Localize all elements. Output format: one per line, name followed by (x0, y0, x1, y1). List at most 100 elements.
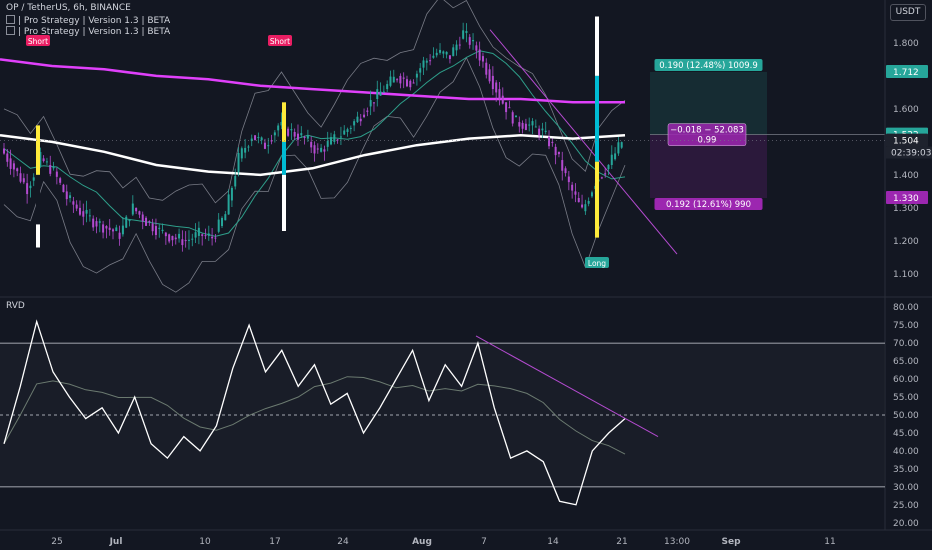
candle-body (72, 201, 75, 205)
indicator-label-2[interactable]: | Pro Strategy | Version 1.3 | BETA (6, 26, 170, 37)
candle-body (452, 47, 455, 57)
candle-body (432, 55, 435, 58)
candle-body (207, 233, 210, 236)
candle-body (204, 235, 207, 237)
candle-body (168, 234, 171, 242)
rvd-tick-label: 35.00 (893, 465, 919, 475)
signal-bar (282, 198, 286, 231)
candle-body (12, 163, 15, 170)
long-signal-label-bg (585, 257, 609, 268)
candle-body (320, 147, 323, 152)
candle-body (531, 121, 534, 126)
indicator-label-1[interactable]: | Pro Strategy | Version 1.3 | BETA (6, 15, 170, 26)
candle-body (425, 60, 428, 63)
candle-body (158, 227, 161, 229)
short-signal-label-bg (26, 35, 50, 46)
rvd-tick-label: 80.00 (893, 303, 919, 313)
candle-body (429, 60, 432, 62)
candle-body (125, 216, 128, 228)
candle-body (247, 146, 250, 148)
white-moving-average (0, 134, 626, 177)
candle-body (561, 160, 564, 171)
candle-body (92, 218, 95, 228)
candle-body (260, 137, 263, 141)
candle-body (6, 153, 9, 162)
candle-body (610, 154, 613, 165)
candle-body (389, 76, 392, 86)
price-tick-label: 1.800 (893, 39, 919, 49)
candle-body (214, 237, 217, 239)
candle-body (498, 89, 501, 100)
signal-bar (36, 224, 40, 248)
candle-body (138, 211, 141, 215)
candle-body (191, 238, 194, 240)
short-signal-label: Short (28, 37, 48, 46)
candle-body (263, 142, 266, 149)
rvd-tick-label: 40.00 (893, 447, 919, 457)
candle-body (78, 207, 81, 215)
candle-body (366, 110, 369, 112)
countdown-marker (886, 146, 932, 159)
price-tick-label: 1.100 (893, 270, 919, 280)
rvd-tick-label: 75.00 (893, 321, 919, 331)
candle-body (590, 192, 593, 197)
time-tick-label: 21 (616, 537, 627, 547)
candle-body (372, 102, 375, 104)
candle-body (115, 227, 118, 231)
currency-button[interactable]: USDT (890, 4, 926, 21)
time-tick-label: Jul (109, 537, 123, 547)
candle-body (141, 214, 144, 222)
candle-body (108, 227, 111, 230)
candle-body (300, 133, 303, 136)
target-label: 0.190 (12.48%) 1009.9 (659, 61, 758, 71)
long-signal-label: Long (588, 259, 606, 268)
candle-body (95, 221, 98, 227)
candle-body (171, 235, 174, 241)
candle-body (577, 198, 580, 203)
rvd-signal-line (3, 376, 626, 455)
candle-body (574, 191, 577, 195)
candle-body (254, 135, 257, 141)
candle-body (154, 226, 157, 236)
time-tick-label: 25 (51, 537, 62, 547)
mid-label-2: 0.99 (698, 136, 717, 146)
candle-body (511, 112, 514, 124)
signal-bar (282, 141, 286, 175)
rvd-title: RVD (6, 301, 25, 311)
candle-body (29, 185, 32, 189)
candle-body (468, 37, 471, 45)
rvd-tick-label: 25.00 (893, 501, 919, 511)
signal-bar (36, 174, 40, 225)
signal-bar (282, 102, 286, 142)
candle-body (287, 128, 290, 136)
candle-body (548, 136, 551, 147)
price-marker-label: 1.504 (893, 137, 919, 147)
candle-body (448, 55, 451, 59)
candle-body (551, 141, 554, 143)
candle-body (333, 134, 336, 142)
candle-body (197, 227, 200, 236)
candle-body (164, 232, 167, 237)
candle-body (128, 220, 131, 222)
stop-label-bg (654, 198, 763, 210)
candle-body (581, 204, 584, 208)
candle-body (323, 149, 326, 152)
candle-body (472, 40, 475, 42)
price-tick-label: 1.400 (893, 171, 919, 181)
candle-body (181, 239, 184, 246)
candle-body (620, 142, 623, 148)
candle-body (234, 175, 237, 187)
candle-body (386, 84, 389, 90)
candle-body (121, 225, 124, 235)
candle-body (465, 30, 468, 33)
candle-body (293, 132, 296, 137)
candle-body (607, 164, 610, 170)
rvd-band-fill (0, 343, 885, 487)
candle-body (306, 135, 309, 139)
candle-body (45, 161, 48, 163)
candle-body (415, 73, 418, 78)
candle-body (88, 215, 91, 217)
candle-body (290, 129, 293, 131)
rvd-trendline (475, 335, 659, 438)
